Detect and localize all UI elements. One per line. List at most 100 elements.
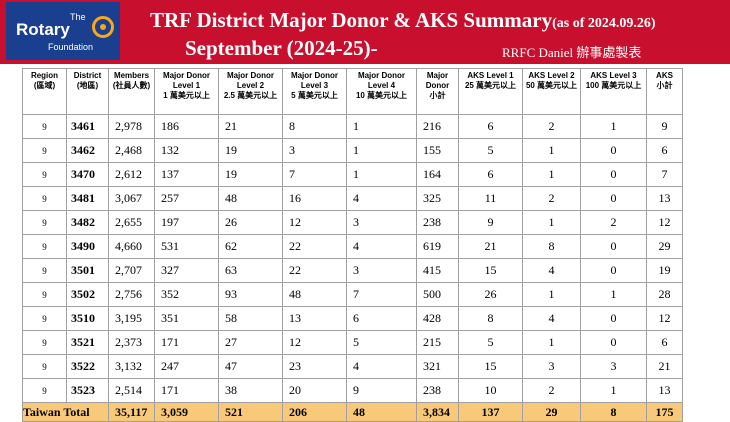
table-cell: 2,612 bbox=[108, 162, 155, 187]
table-cell: 48 bbox=[218, 186, 283, 211]
table-cell: 22 bbox=[282, 258, 347, 283]
logo-rotary-text: Rotary bbox=[16, 20, 70, 39]
table-cell: 9 bbox=[22, 186, 67, 211]
table-cell: 321 bbox=[416, 354, 459, 379]
table-cell: 6 bbox=[458, 162, 523, 187]
table-cell: 1 bbox=[522, 210, 581, 235]
table-row: 9 3462 2,468 132 19 3 1 155 5 1 0 6 bbox=[22, 138, 683, 163]
table-cell: 4 bbox=[522, 258, 581, 283]
table-cell: 8 bbox=[522, 234, 581, 259]
table-cell: 2,978 bbox=[108, 114, 155, 139]
table-cell: 5 bbox=[346, 330, 417, 355]
report-title: TRF District Major Donor & AKS Summary(a… bbox=[150, 8, 656, 33]
table-cell: 132 bbox=[154, 138, 219, 163]
table-cell: 2 bbox=[522, 186, 581, 211]
table-cell: 9 bbox=[346, 378, 417, 403]
table-cell: 19 bbox=[218, 138, 283, 163]
table-cell: 63 bbox=[218, 258, 283, 283]
total-cell: 175 bbox=[646, 402, 683, 422]
table-cell: 0 bbox=[580, 330, 647, 355]
table-cell: 28 bbox=[646, 282, 683, 307]
column-header: Major Donor Level 4 10 萬美元以上 bbox=[346, 68, 417, 115]
table-cell: 9 bbox=[22, 354, 67, 379]
table-cell: 8 bbox=[458, 306, 523, 331]
column-header: AKS Level 1 25 萬美元以上 bbox=[458, 68, 523, 115]
table-cell: 351 bbox=[154, 306, 219, 331]
table-cell: 186 bbox=[154, 114, 219, 139]
table-cell: 4 bbox=[522, 306, 581, 331]
column-header: AKS 小計 bbox=[646, 68, 683, 115]
table-cell: 9 bbox=[22, 210, 67, 235]
table-cell: 3462 bbox=[66, 138, 109, 163]
table-cell: 3510 bbox=[66, 306, 109, 331]
table-cell: 0 bbox=[580, 162, 647, 187]
column-header: AKS Level 3 100 萬美元以上 bbox=[580, 68, 647, 115]
table-cell: 3 bbox=[580, 354, 647, 379]
total-cell: 35,117 bbox=[108, 402, 155, 422]
total-label: Taiwan Total bbox=[22, 402, 109, 422]
table-cell: 9 bbox=[458, 210, 523, 235]
table-row: 9 3482 2,655 197 26 12 3 238 9 1 2 12 bbox=[22, 210, 683, 235]
table-cell: 0 bbox=[580, 306, 647, 331]
table-cell: 7 bbox=[282, 162, 347, 187]
table-cell: 2 bbox=[522, 114, 581, 139]
table-cell: 2,514 bbox=[108, 378, 155, 403]
table-cell: 216 bbox=[416, 114, 459, 139]
total-cell: 48 bbox=[346, 402, 417, 422]
rotary-foundation-logo: The Rotary Foundation bbox=[6, 2, 120, 60]
table-cell: 3 bbox=[522, 354, 581, 379]
table-cell: 3481 bbox=[66, 186, 109, 211]
table-cell: 3502 bbox=[66, 282, 109, 307]
column-header: Members (社員人數) bbox=[108, 68, 155, 115]
table-cell: 13 bbox=[646, 378, 683, 403]
table-cell: 7 bbox=[646, 162, 683, 187]
table-cell: 62 bbox=[218, 234, 283, 259]
table-cell: 137 bbox=[154, 162, 219, 187]
table-cell: 13 bbox=[282, 306, 347, 331]
table-cell: 2 bbox=[580, 210, 647, 235]
table-cell: 1 bbox=[522, 162, 581, 187]
total-cell: 3,834 bbox=[416, 402, 459, 422]
table-cell: 531 bbox=[154, 234, 219, 259]
table-row: 9 3490 4,660 531 62 22 4 619 21 8 0 29 bbox=[22, 234, 683, 259]
table-cell: 20 bbox=[282, 378, 347, 403]
table-cell: 0 bbox=[580, 138, 647, 163]
table-cell: 12 bbox=[282, 210, 347, 235]
table-cell: 15 bbox=[458, 354, 523, 379]
table-cell: 6 bbox=[646, 138, 683, 163]
table-cell: 428 bbox=[416, 306, 459, 331]
table-cell: 9 bbox=[22, 114, 67, 139]
table-cell: 2,707 bbox=[108, 258, 155, 283]
column-header: Major Donor Level 2 2.5 萬美元以上 bbox=[218, 68, 283, 115]
table-cell: 13 bbox=[646, 186, 683, 211]
table-cell: 93 bbox=[218, 282, 283, 307]
table-cell: 2 bbox=[522, 378, 581, 403]
table-cell: 1 bbox=[580, 282, 647, 307]
table-cell: 247 bbox=[154, 354, 219, 379]
total-cell: 8 bbox=[580, 402, 647, 422]
table-row: 9 3502 2,756 352 93 48 7 500 26 1 1 28 bbox=[22, 282, 683, 307]
table-cell: 9 bbox=[22, 138, 67, 163]
table-cell: 9 bbox=[22, 234, 67, 259]
table-cell: 15 bbox=[458, 258, 523, 283]
table-row: 9 3461 2,978 186 21 8 1 216 6 2 1 9 bbox=[22, 114, 683, 139]
table-cell: 155 bbox=[416, 138, 459, 163]
column-header: District (地區) bbox=[66, 68, 109, 115]
table-row: 9 3510 3,195 351 58 13 6 428 8 4 0 12 bbox=[22, 306, 683, 331]
table-cell: 12 bbox=[646, 306, 683, 331]
table-cell: 325 bbox=[416, 186, 459, 211]
table-header-row: Region (區域) District (地區) Members (社員人數) Major… bbox=[22, 68, 683, 115]
summary-table: Region (區域) District (地區) Members (社員人數) Major… bbox=[22, 68, 683, 422]
table-cell: 9 bbox=[22, 258, 67, 283]
table-cell: 238 bbox=[416, 210, 459, 235]
table-cell: 500 bbox=[416, 282, 459, 307]
table-cell: 2,756 bbox=[108, 282, 155, 307]
table-cell: 10 bbox=[458, 378, 523, 403]
table-cell: 19 bbox=[646, 258, 683, 283]
table-cell: 3 bbox=[346, 210, 417, 235]
table-cell: 7 bbox=[346, 282, 417, 307]
column-header: Region (區域) bbox=[22, 68, 67, 115]
table-cell: 47 bbox=[218, 354, 283, 379]
table-cell: 2,655 bbox=[108, 210, 155, 235]
